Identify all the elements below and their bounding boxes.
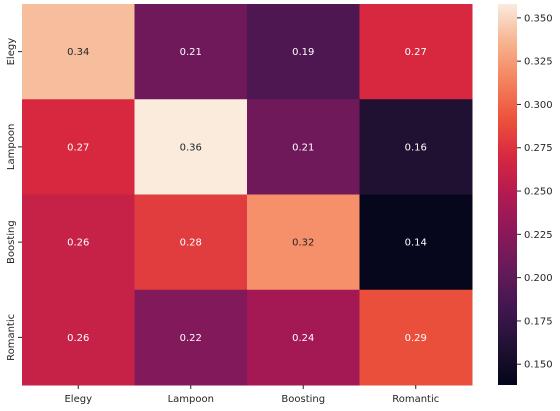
heatmap-cell [22, 99, 135, 195]
colorbar-tick-label: 0.225 [524, 230, 553, 241]
heatmap-cell [359, 194, 473, 291]
cell-value-label: 0.36 [180, 142, 202, 153]
heatmap-cells: 0.34 0.21 0.19 0.27 0.27 0.36 0.21 0.16 0.26 0.28… [22, 4, 473, 386]
colorbar-tick-label: 0.300 [524, 100, 553, 111]
cell-value-label: 0.29 [405, 333, 427, 344]
cell-value-label: 0.16 [405, 142, 427, 153]
cell-value-label: 0.24 [292, 333, 314, 344]
cell-value-label: 0.34 [67, 47, 89, 58]
cell-value-label: 0.21 [180, 47, 202, 58]
colorbar-tick-label: 0.175 [524, 316, 553, 327]
cell-value-label: 0.32 [292, 238, 314, 249]
heatmap-cell [134, 289, 248, 386]
heatmap-cell [359, 289, 473, 386]
heatmap-cell [247, 99, 360, 195]
cell-value-label: 0.21 [292, 142, 314, 153]
heatmap-cell [134, 194, 248, 291]
cell-value-label: 0.27 [405, 47, 427, 58]
x-tick-label: Romantic [392, 394, 439, 405]
y-tick-label: Boosting [6, 220, 17, 264]
colorbar-tick-label: 0.275 [524, 143, 553, 154]
colorbar-tick-label: 0.250 [524, 187, 553, 198]
cell-value-label: 0.14 [405, 238, 427, 249]
cell-value-label: 0.26 [67, 333, 89, 344]
heatmap-cell [22, 289, 135, 386]
colorbar-tick-label: 0.350 [524, 13, 553, 24]
heatmap-cell [22, 4, 135, 100]
x-axis: Elegy Lampoon Boosting Romantic [64, 385, 439, 405]
cell-value-label: 0.28 [180, 238, 202, 249]
heatmap-cell [22, 194, 135, 291]
heatmap-cell [359, 99, 473, 195]
x-tick-label: Boosting [281, 394, 325, 405]
x-tick-label: Elegy [64, 394, 92, 405]
colorbar-tick-label: 0.325 [524, 57, 553, 68]
colorbar-tick-label: 0.150 [524, 360, 553, 371]
heatmap-cell [247, 194, 360, 291]
heatmap-cell [134, 4, 248, 100]
cell-value-label: 0.19 [292, 47, 314, 58]
cell-value-label: 0.27 [67, 142, 89, 153]
cell-value-label: 0.22 [180, 333, 202, 344]
heatmap-cell [247, 289, 360, 386]
colorbar-tick-label: 0.200 [524, 273, 553, 284]
y-tick-label: Elegy [6, 38, 17, 66]
x-tick-label: Lampoon [168, 394, 214, 405]
colorbar [498, 4, 517, 385]
cell-value-label: 0.26 [67, 238, 89, 249]
colorbar-axis: 0.150 0.175 0.200 0.225 0.250 0.275 0.300 0.325… [517, 13, 553, 371]
y-tick-label: Romantic [6, 314, 17, 361]
heatmap-cell [359, 4, 473, 100]
y-axis: Elegy Lampoon Boosting Romantic [6, 38, 22, 361]
heatmap-cell [134, 99, 248, 195]
heatmap-cell [247, 4, 360, 100]
y-tick-label: Lampoon [6, 124, 17, 170]
